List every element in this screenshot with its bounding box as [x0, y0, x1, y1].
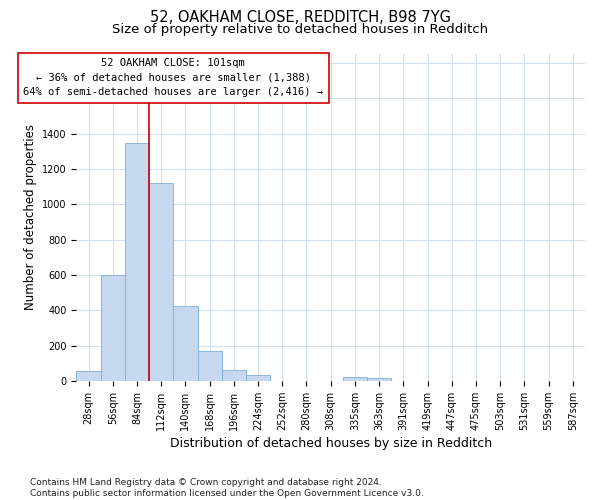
Bar — [76, 371, 101, 381]
Text: 52 OAKHAM CLOSE: 101sqm
← 36% of detached houses are smaller (1,388)
64% of semi: 52 OAKHAM CLOSE: 101sqm ← 36% of detache… — [23, 58, 323, 98]
Bar — [246, 374, 270, 381]
Bar — [149, 183, 173, 381]
Bar — [367, 378, 391, 381]
Text: Contains HM Land Registry data © Crown copyright and database right 2024.
Contai: Contains HM Land Registry data © Crown c… — [30, 478, 424, 498]
Bar — [222, 370, 246, 381]
Bar — [125, 142, 149, 381]
Text: 52, OAKHAM CLOSE, REDDITCH, B98 7YG: 52, OAKHAM CLOSE, REDDITCH, B98 7YG — [149, 10, 451, 25]
X-axis label: Distribution of detached houses by size in Redditch: Distribution of detached houses by size … — [170, 437, 492, 450]
Text: Size of property relative to detached houses in Redditch: Size of property relative to detached ho… — [112, 22, 488, 36]
Bar — [343, 378, 367, 381]
Bar — [197, 351, 222, 381]
Bar — [101, 275, 125, 381]
Bar — [173, 306, 197, 381]
Y-axis label: Number of detached properties: Number of detached properties — [23, 124, 37, 310]
